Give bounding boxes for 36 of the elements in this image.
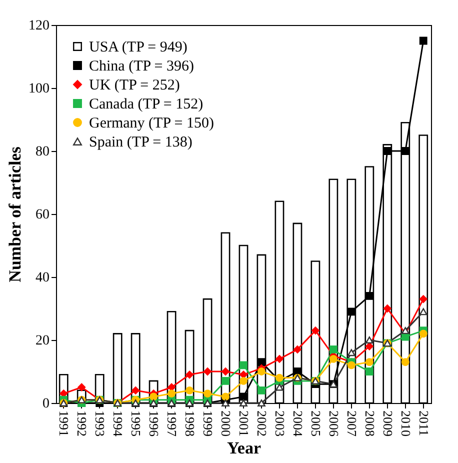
- x-tick-label: 2004: [290, 410, 306, 437]
- x-tick-label: 1993: [92, 410, 108, 436]
- x-tick-label: 2001: [236, 410, 252, 436]
- x-tick-label: 2011: [416, 410, 432, 436]
- legend-label: UK (TP = 252): [89, 78, 180, 94]
- x-tick-label: 2010: [398, 410, 414, 436]
- y-tick-label: 100: [28, 82, 50, 96]
- x-tick-label: 1999: [200, 410, 216, 436]
- legend-label: USA (TP = 949): [89, 40, 188, 56]
- y-tick-label: 80: [36, 144, 50, 160]
- x-tick-label: 1998: [182, 410, 198, 436]
- x-tick-label: 1997: [164, 410, 180, 437]
- x-tick-label: 2003: [272, 410, 288, 436]
- x-tick-label: 2002: [254, 410, 270, 436]
- legend-label: Spain (TP = 138): [89, 134, 192, 150]
- legend-label: Canada (TP = 152): [89, 96, 204, 112]
- x-tick-label: 2006: [326, 410, 342, 437]
- x-tick-label: 1994: [110, 410, 126, 437]
- y-tick-label: 60: [36, 208, 50, 222]
- legend-label: Germany (TP = 150): [89, 116, 214, 132]
- y-tick-label: 20: [36, 334, 50, 348]
- x-tick-label: 2005: [308, 410, 324, 436]
- x-tick-label: 2007: [344, 410, 360, 437]
- y-axis-title: Number of articles: [6, 146, 24, 282]
- x-tick-label: 1992: [74, 410, 90, 436]
- x-tick-label: 2008: [362, 410, 378, 436]
- y-tick-label: 120: [28, 18, 50, 34]
- x-tick-label: 2009: [380, 410, 396, 436]
- legend-label: China (TP = 396): [89, 58, 194, 74]
- y-tick-label: 40: [36, 270, 50, 286]
- x-axis-title: Year: [227, 438, 262, 458]
- x-tick-label: 1996: [146, 410, 162, 437]
- y-tick-label: 0: [42, 396, 50, 412]
- x-tick-label: 2000: [218, 410, 234, 436]
- x-tick-label: 1991: [56, 410, 72, 436]
- x-tick-label: 1995: [128, 410, 144, 436]
